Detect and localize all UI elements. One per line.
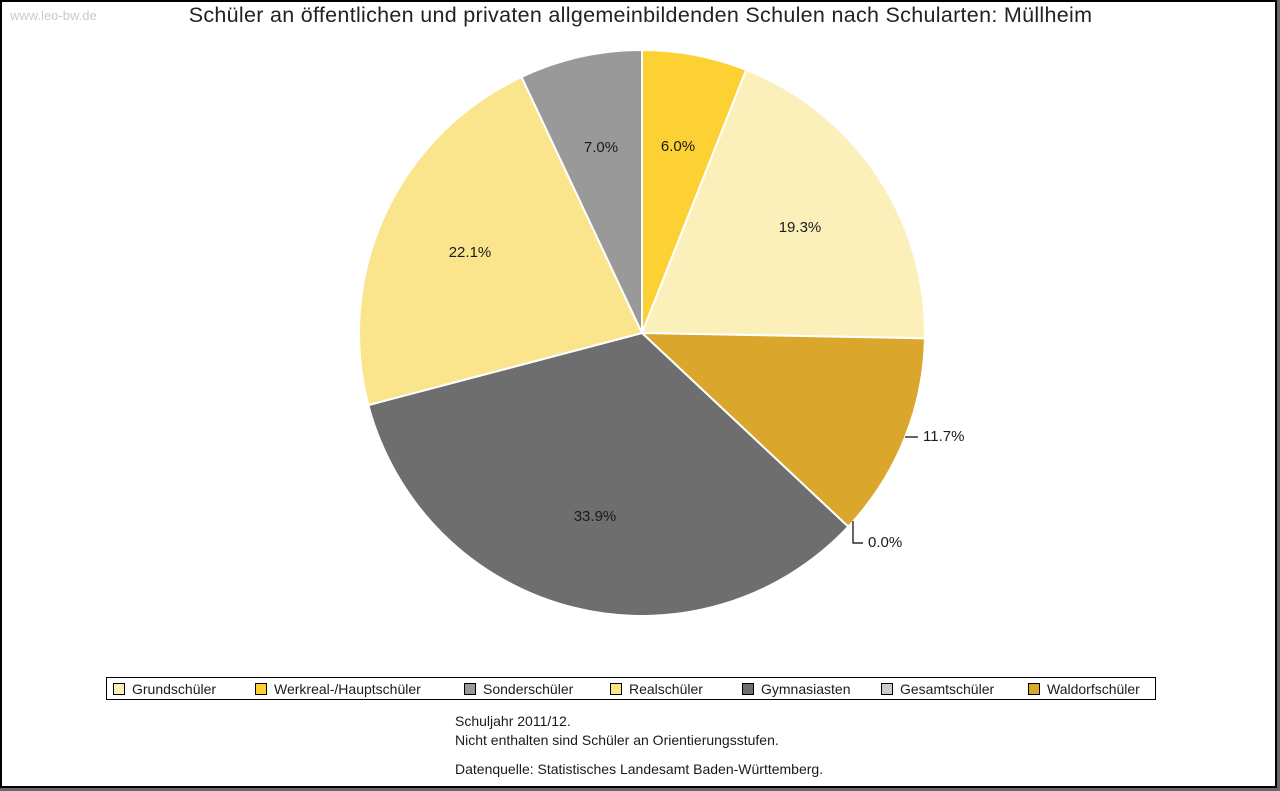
svg-text:33.9%: 33.9%	[574, 508, 617, 525]
svg-text:6.0%: 6.0%	[661, 138, 695, 155]
svg-text:19.3%: 19.3%	[779, 219, 822, 236]
svg-text:11.7%: 11.7%	[923, 428, 964, 445]
svg-text:22.1%: 22.1%	[449, 244, 492, 261]
svg-text:0.0%: 0.0%	[868, 534, 902, 551]
svg-text:7.0%: 7.0%	[584, 139, 618, 156]
